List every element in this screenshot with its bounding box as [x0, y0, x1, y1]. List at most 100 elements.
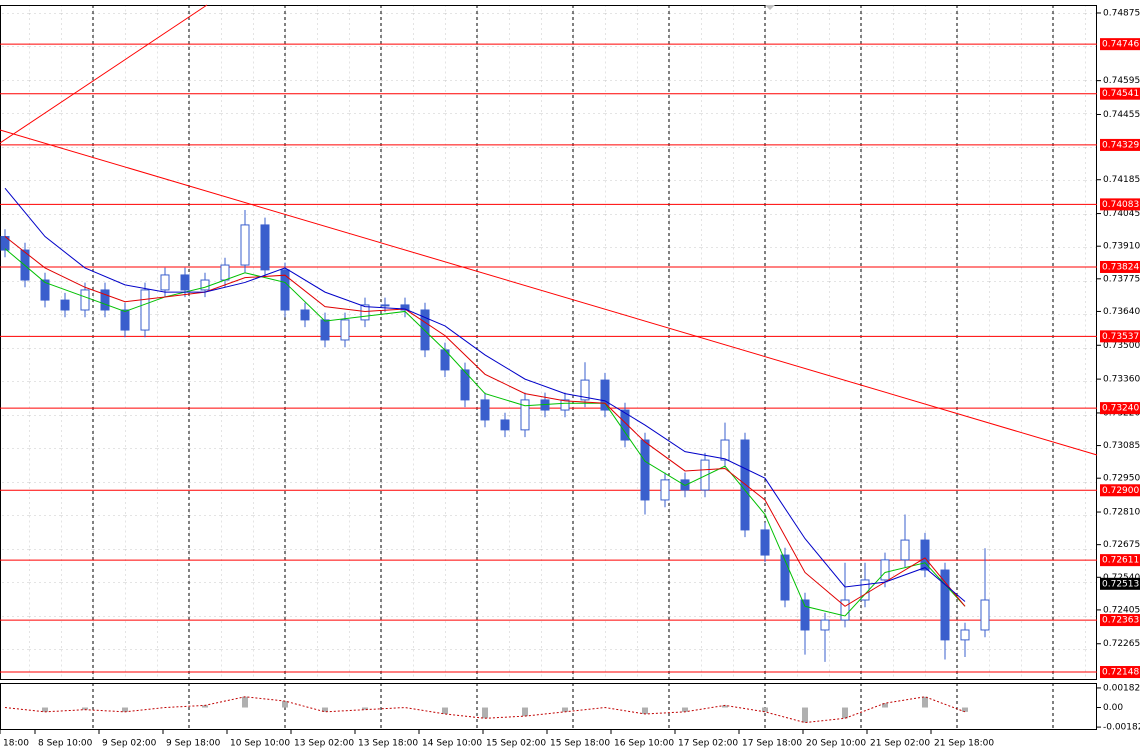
- y-tick-label: 0.74185: [1103, 175, 1140, 185]
- x-tick-label: 15 Sep 02:00: [486, 739, 546, 749]
- candle-body: [620, 409, 630, 441]
- level-label: 0.74083: [1102, 200, 1139, 210]
- x-tick-label: 17 Sep 18:00: [742, 739, 802, 749]
- trendline: [0, 129, 1098, 456]
- candle-body: [100, 289, 110, 311]
- level-label-bg: [1100, 402, 1140, 415]
- candle-body: [160, 274, 170, 291]
- level-label: 0.72900: [1102, 486, 1139, 496]
- x-tick-label: 21 Sep 02:00: [870, 739, 930, 749]
- level-label-bg: [1100, 87, 1140, 100]
- candle-body: [880, 559, 890, 581]
- candle-body: [420, 309, 430, 351]
- y-tick-label: 0.72540: [1103, 573, 1140, 583]
- sub-frame: [0, 683, 1097, 730]
- candle-body: [80, 289, 90, 311]
- candle-body: [480, 399, 490, 421]
- level-label-bg: [1100, 614, 1140, 627]
- candle-body: [360, 304, 370, 321]
- candle-body: [560, 399, 570, 411]
- candle-body: [980, 599, 990, 631]
- candle-body: [40, 279, 50, 301]
- level-label: 0.72148: [1102, 668, 1139, 678]
- last-price-label: 0.72513: [1102, 579, 1139, 589]
- x-tick-label: 10 Sep 10:00: [230, 739, 290, 749]
- candle-body: [580, 379, 590, 401]
- candle-body: [600, 379, 610, 411]
- y-tick-label: 0.74045: [1103, 209, 1140, 219]
- x-tick-label: 16 Sep 10:00: [614, 739, 674, 749]
- candle-body: [140, 289, 150, 331]
- osc-signal: [4, 696, 966, 724]
- level-label: 0.74329: [1102, 140, 1139, 150]
- osc-y-tick-label: -0.00182: [1103, 723, 1140, 733]
- candle-body: [700, 459, 710, 491]
- level-label-bg: [1100, 484, 1140, 497]
- main-frame: [0, 5, 1097, 680]
- level-label-bg: [1100, 138, 1140, 151]
- candle-body: [640, 439, 650, 501]
- candle-body: [400, 304, 410, 311]
- osc-y-tick-label: 0.00182: [1103, 683, 1140, 693]
- level-label-bg: [1100, 666, 1140, 679]
- x-tick-label: 14 Sep 10:00: [422, 739, 482, 749]
- y-tick-label: 0.74455: [1103, 110, 1140, 120]
- level-label: 0.74746: [1102, 40, 1139, 50]
- minor-grid: [0, 5, 1097, 680]
- y-tick-label: 0.72810: [1103, 508, 1140, 518]
- candle-body: [280, 269, 290, 311]
- x-tick-label: 21 Sep 18:00: [934, 739, 994, 749]
- level-label: 0.73824: [1102, 262, 1139, 272]
- candle-body: [260, 224, 270, 271]
- candle-body: [660, 479, 670, 501]
- candle-body: [380, 304, 390, 307]
- x-tick-label: 8 Sep 10:00: [38, 739, 93, 749]
- candle-body: [780, 554, 790, 601]
- y-tick-label: 0.74595: [1103, 76, 1140, 86]
- moving-average: [4, 236, 966, 607]
- y-tick-label: 0.73360: [1103, 375, 1140, 385]
- level-label-bg: [1100, 330, 1140, 343]
- y-tick-label: 0.73085: [1103, 441, 1140, 451]
- y-tick-label: 0.72675: [1103, 540, 1140, 550]
- candle-body: [800, 599, 810, 631]
- x-tick-label: 9 Sep 18:00: [166, 739, 221, 749]
- candle-body: [840, 599, 850, 621]
- candle-body: [460, 369, 470, 401]
- level-label-bg: [1100, 260, 1140, 273]
- candle-body: [960, 629, 970, 641]
- trendline: [0, 4, 208, 144]
- candle-body: [940, 569, 950, 641]
- x-tick-label: 13 Sep 18:00: [358, 739, 418, 749]
- y-tick-label: 0.72405: [1103, 605, 1140, 615]
- x-tick-label: 9 Sep 02:00: [102, 739, 157, 749]
- candle-body: [220, 264, 230, 281]
- candle-body: [120, 309, 130, 331]
- y-tick-label: 0.72950: [1103, 474, 1140, 484]
- level-label: 0.73537: [1102, 332, 1139, 342]
- x-tick-label: 17 Sep 02:00: [678, 739, 738, 749]
- x-tick-label: 20 Sep 10:00: [806, 739, 866, 749]
- candle-body: [820, 619, 830, 631]
- candle-body: [300, 309, 310, 321]
- last-price-bg: [1100, 577, 1140, 590]
- level-label: 0.72611: [1102, 556, 1139, 566]
- level-label: 0.73240: [1102, 404, 1139, 414]
- candle-body: [760, 529, 770, 556]
- candle-body: [920, 539, 930, 571]
- x-tick-label: 13 Sep 02:00: [294, 739, 354, 749]
- shift-marker: [765, 5, 775, 10]
- level-label-bg: [1100, 198, 1140, 211]
- moving-average: [4, 187, 966, 602]
- level-label-bg: [1100, 554, 1140, 567]
- candle-body: [180, 274, 190, 291]
- candle-body: [60, 299, 70, 311]
- x-tick-label: 18:00: [3, 739, 29, 749]
- level-label: 0.74541: [1102, 89, 1139, 99]
- y-tick-label: 0.73640: [1103, 307, 1140, 317]
- candle-body: [740, 439, 750, 531]
- candle-body: [900, 539, 910, 561]
- candle-body: [500, 419, 510, 431]
